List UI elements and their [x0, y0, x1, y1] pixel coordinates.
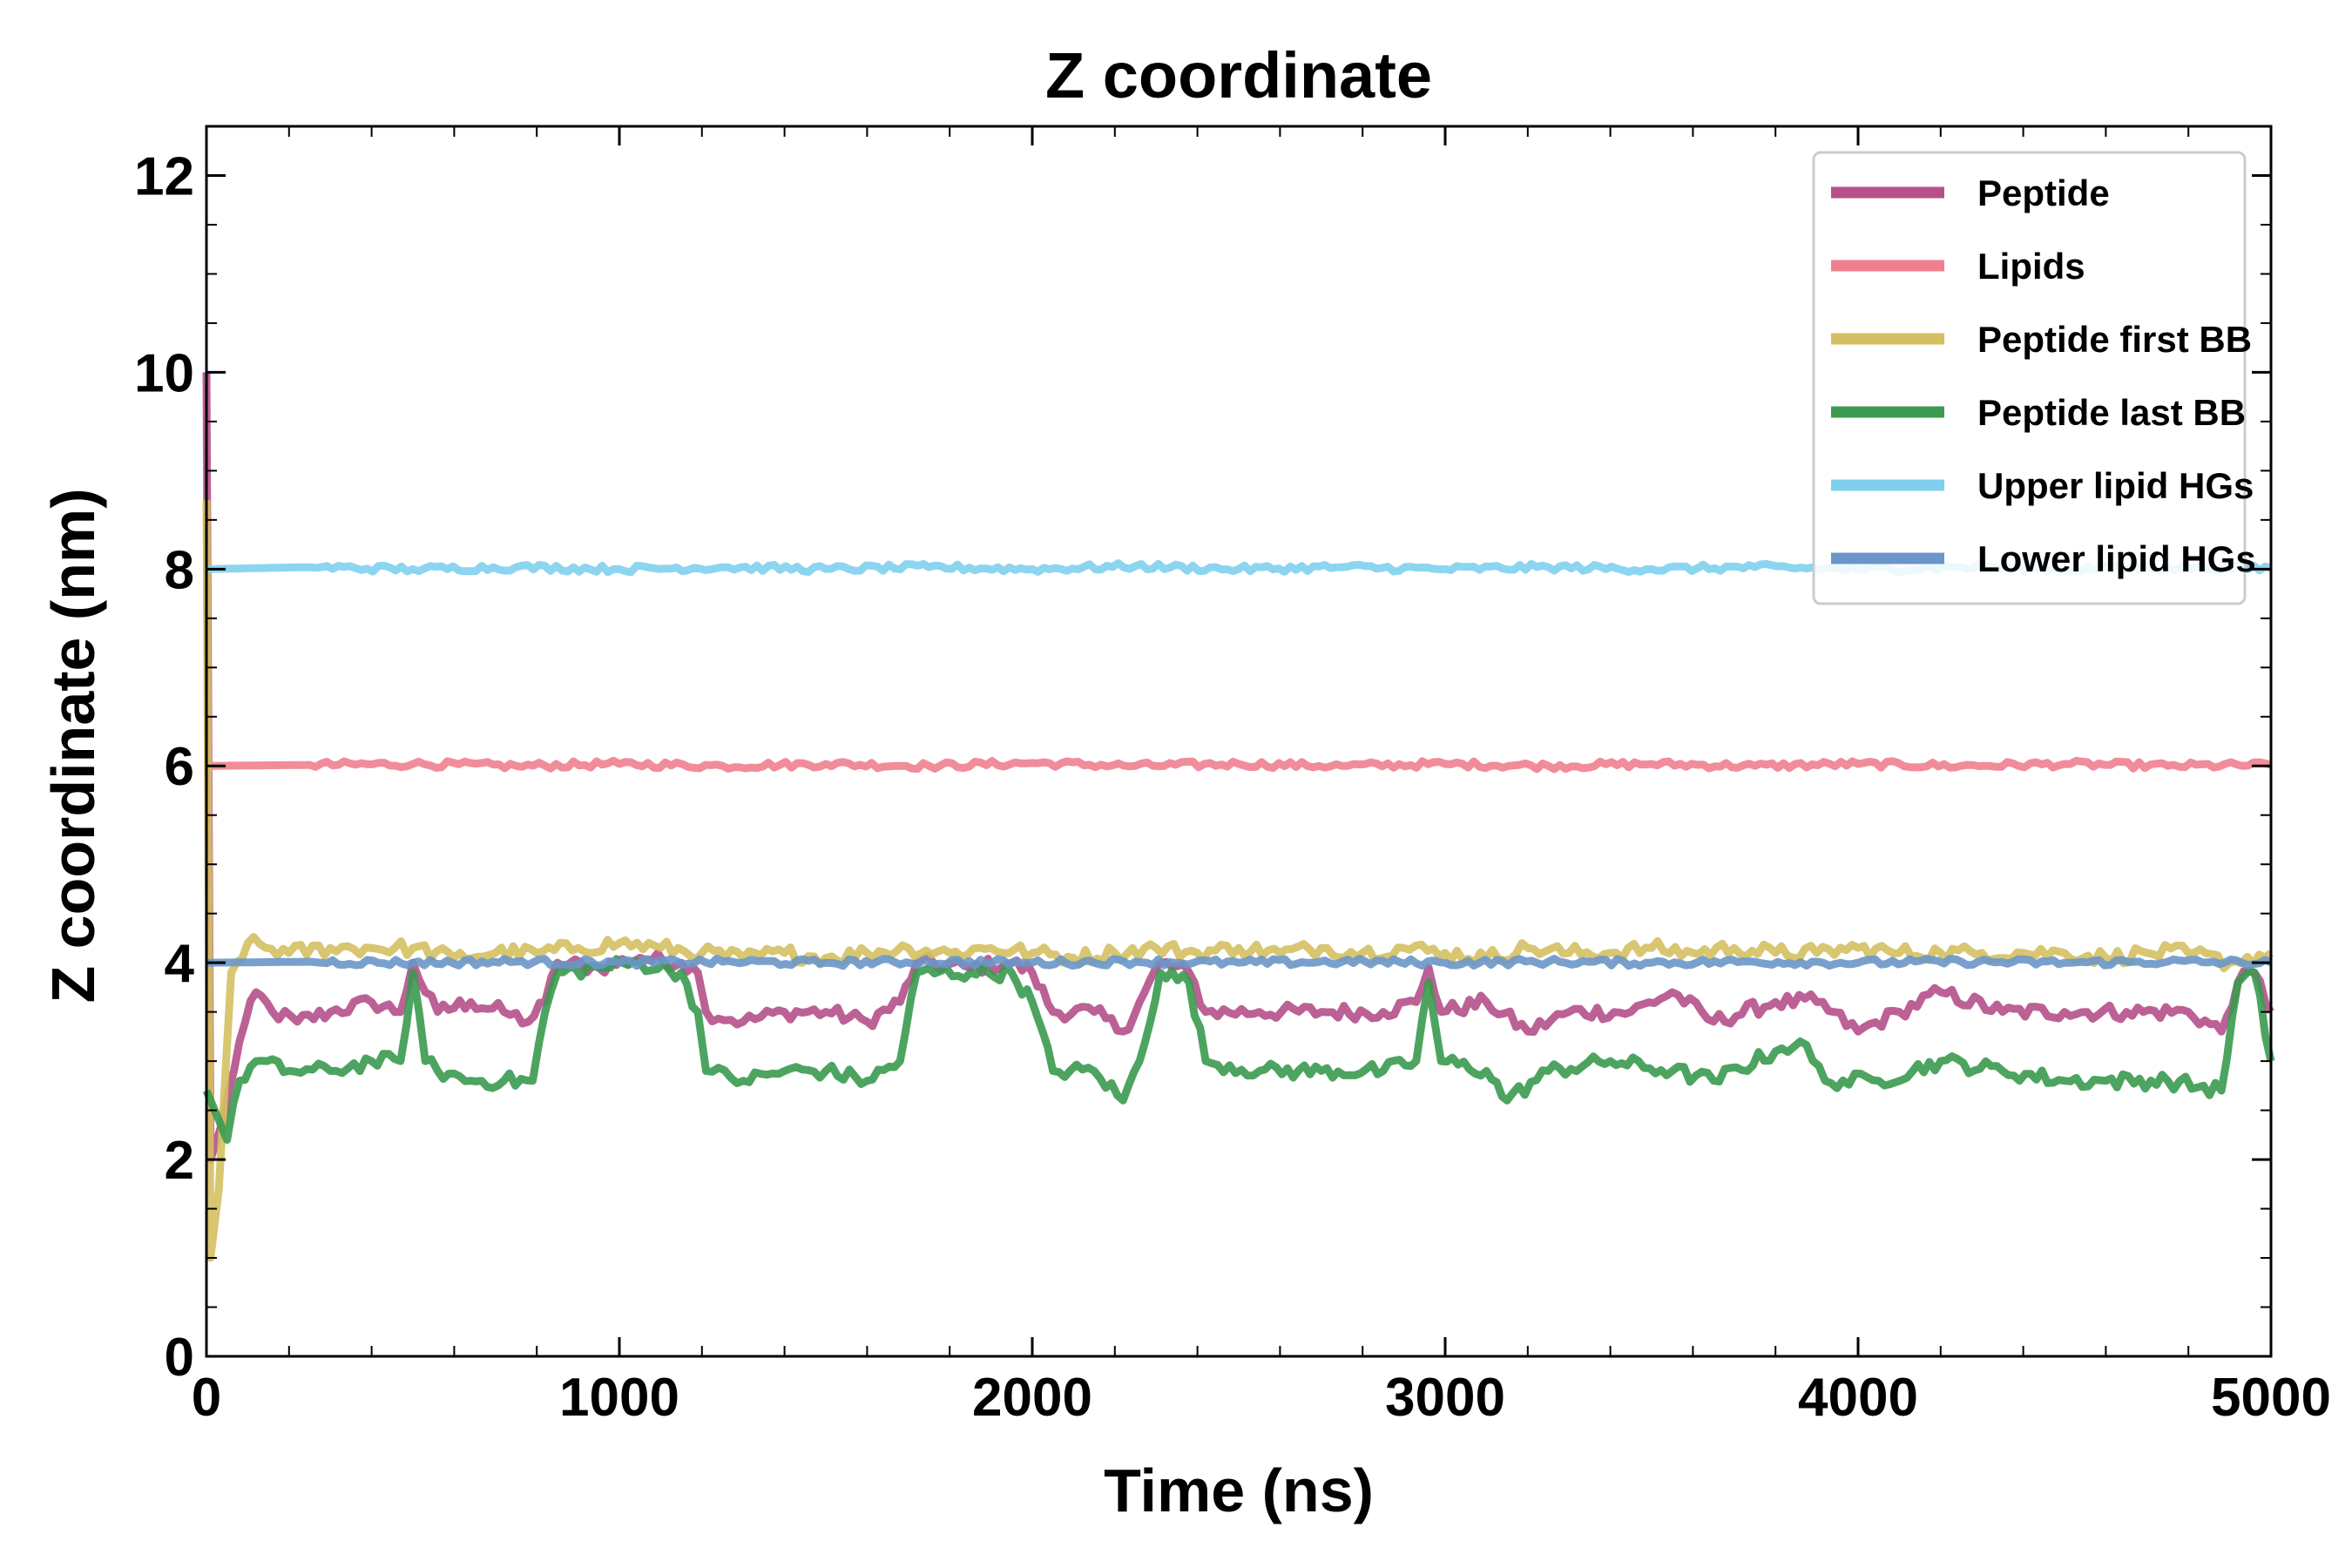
series-line-3 — [202, 955, 2275, 1144]
y-axis-label: Z coordinate (nm) — [39, 488, 107, 1003]
y-tick-label: 8 — [165, 540, 194, 600]
x-axis-label: Time (ns) — [1104, 1456, 1374, 1524]
plot-frame — [205, 125, 2273, 1358]
x-tick-label: 4000 — [1798, 1368, 1918, 1428]
ticks-layer: 0 1000 2000 3000 4000 5000 0 2 4 6 8 10 12 — [134, 126, 2331, 1428]
y-tick-label: 4 — [165, 934, 195, 994]
x-tick-label: 5000 — [2211, 1368, 2331, 1428]
series-line-5 — [206, 954, 2273, 970]
chart-title: Z coordinate — [1045, 39, 1432, 112]
x-tick-label: 3000 — [1385, 1368, 1505, 1428]
y-tick-label: 10 — [134, 343, 194, 403]
series-layer — [202, 372, 2275, 1262]
legend: Peptide Lipids Peptide first BB Peptide las… — [1812, 151, 2256, 605]
series-line-1 — [206, 756, 2273, 774]
legend-label: Lipids — [1977, 246, 2085, 287]
series-line-2 — [202, 500, 2274, 1262]
legend-label: Peptide last BB — [1977, 392, 2246, 433]
y-tick-label: 12 — [134, 146, 194, 206]
x-tick-label: 0 — [192, 1368, 221, 1428]
legend-label: Lower lipid HGs — [1977, 538, 2256, 579]
legend-box — [1812, 151, 2247, 605]
legend-label: Peptide — [1977, 172, 2110, 213]
legend-label: Peptide first BB — [1977, 319, 2252, 360]
x-tick-label: 1000 — [559, 1368, 679, 1428]
y-tick-label: 0 — [165, 1328, 194, 1388]
y-tick-label: 6 — [165, 737, 194, 797]
y-tick-label: 2 — [165, 1131, 194, 1191]
legend-label: Upper lipid HGs — [1977, 465, 2254, 506]
x-tick-label: 2000 — [972, 1368, 1092, 1428]
